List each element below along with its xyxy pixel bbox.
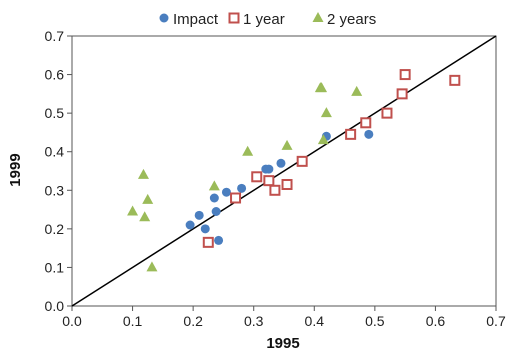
legend: Impact 1 year 2 years xyxy=(159,11,376,28)
two-years-point xyxy=(139,211,151,222)
one-year-point xyxy=(345,128,357,140)
legend-marker xyxy=(159,13,169,23)
series-one-year xyxy=(202,69,461,248)
two-years-point xyxy=(146,261,158,272)
impact-point xyxy=(276,158,286,168)
legend-label: 2 years xyxy=(327,11,376,28)
two-years-point xyxy=(351,85,363,96)
x-axis-title: 1995 xyxy=(266,335,299,352)
y-tick-label: 0.7 xyxy=(45,28,65,44)
two-years-point xyxy=(320,107,332,118)
two-years-point xyxy=(316,82,328,93)
two-years-point xyxy=(208,180,220,191)
one-year-point xyxy=(449,74,461,86)
one-year-point xyxy=(230,192,242,204)
impact-point xyxy=(185,220,195,230)
impact-point xyxy=(194,210,204,220)
legend-marker xyxy=(228,12,240,24)
impact-point xyxy=(214,235,224,245)
two-years-point xyxy=(142,193,154,204)
x-tick-label: 0.3 xyxy=(244,313,264,329)
series-two-years xyxy=(127,82,363,272)
series-impact xyxy=(185,129,374,245)
impact-point xyxy=(237,183,247,193)
x-tick-label: 0.1 xyxy=(123,313,143,329)
two-years-point xyxy=(137,168,149,179)
impact-point xyxy=(264,164,274,174)
impact-point xyxy=(211,207,221,216)
axes: 0.0 0.1 0.2 0.3 0.4 0.5 0.6 0.7 0.0 0.1 0.2 0.3 0.4 0… xyxy=(45,28,506,329)
x-tick-label: 0.6 xyxy=(426,313,446,329)
y-tick-label: 0.6 xyxy=(45,67,65,83)
impact-point xyxy=(364,129,374,139)
y-tick-label: 0.3 xyxy=(45,182,65,198)
two-years-point xyxy=(127,205,139,216)
one-year-point xyxy=(396,88,408,100)
two-years-point xyxy=(281,139,293,150)
plot-frame xyxy=(71,35,497,307)
impact-point xyxy=(221,187,231,197)
two-years-point xyxy=(317,134,329,145)
y-tick-label: 0.0 xyxy=(45,298,65,314)
data-marks xyxy=(127,69,461,272)
one-year-point xyxy=(251,171,263,183)
x-tick-label: 0.0 xyxy=(62,313,82,329)
one-year-point xyxy=(296,155,308,167)
y-tick-label: 0.5 xyxy=(45,105,65,121)
one-year-point xyxy=(381,107,393,119)
legend-marker xyxy=(312,12,324,22)
one-year-point xyxy=(269,184,281,196)
x-tick-label: 0.7 xyxy=(486,313,506,329)
x-tick-label: 0.5 xyxy=(365,313,385,329)
impact-point xyxy=(209,193,219,203)
reference-line-group xyxy=(71,35,497,307)
one-year-point xyxy=(399,69,411,81)
legend-label: 1 year xyxy=(243,11,285,28)
impact-point xyxy=(200,224,210,234)
one-year-point xyxy=(281,179,293,190)
one-year-point xyxy=(202,236,214,248)
reference-line xyxy=(71,35,497,307)
x-tick-label: 0.4 xyxy=(305,313,325,329)
y-tick-label: 0.4 xyxy=(45,144,65,160)
y-axis-title: 1999 xyxy=(7,153,24,186)
two-years-point xyxy=(242,145,254,156)
y-tick-label: 0.1 xyxy=(45,259,65,275)
one-year-point xyxy=(263,175,275,187)
legend-label: Impact xyxy=(173,11,219,28)
x-tick-label: 0.2 xyxy=(183,313,203,329)
y-tick-label: 0.2 xyxy=(45,221,65,237)
one-year-point xyxy=(360,117,372,129)
